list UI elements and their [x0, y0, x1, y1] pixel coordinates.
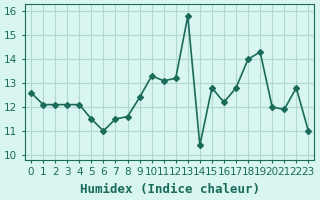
X-axis label: Humidex (Indice chaleur): Humidex (Indice chaleur)	[80, 183, 260, 196]
